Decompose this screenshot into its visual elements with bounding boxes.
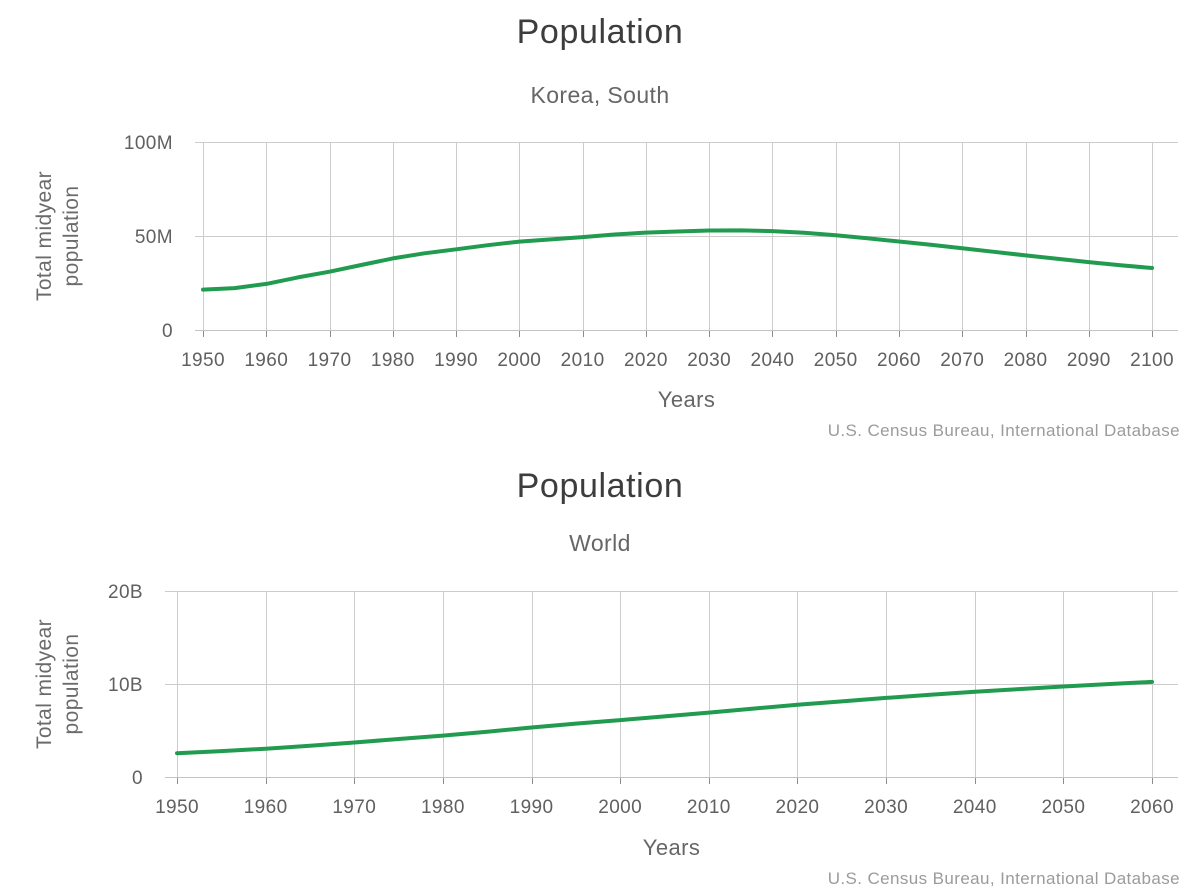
x-tick-label: 2020: [624, 350, 668, 371]
y-axis-title-line-2: population: [60, 185, 83, 287]
source-attribution: U.S. Census Bureau, International Databa…: [827, 421, 1180, 440]
x-tick-label: 2030: [864, 797, 908, 818]
x-tick-label: 1950: [181, 350, 225, 371]
x-tick-label: 1960: [244, 350, 288, 371]
x-tick-label: 2060: [877, 350, 921, 371]
x-tick-label: 1950: [155, 797, 199, 818]
series-line-world[interactable]: [175, 679, 1154, 756]
x-tick-label: 2040: [953, 797, 997, 818]
x-tick-label: 2000: [497, 350, 541, 371]
y-tick-label: 0: [132, 768, 143, 789]
chart-title: Population: [516, 13, 684, 51]
y-axis-title: Total midyear population: [31, 554, 85, 814]
x-tick-label: 1980: [371, 350, 415, 371]
y-axis-title-line-1: Total midyear: [33, 170, 56, 302]
y-axis-title-line-1: Total midyear: [33, 618, 56, 750]
x-tick-label: 2040: [750, 350, 794, 371]
x-tick-label: 2010: [687, 797, 731, 818]
population-chart-world: 0 10B 20B 1950 1960 1970 1980 1990 2000 2010 2020 2…: [0, 448, 1200, 896]
x-tick-label: 2100: [1130, 350, 1174, 371]
x-tick-label: 2030: [687, 350, 731, 371]
chart-subtitle: Korea, South: [530, 82, 670, 108]
x-tick-label: 2000: [598, 797, 642, 818]
y-axis-title: Total midyear population: [31, 106, 85, 366]
x-tick-label: 2060: [1130, 797, 1174, 818]
y-tick-label: 0: [162, 321, 173, 342]
y-axis-title-line-2: population: [60, 633, 83, 735]
x-tick-label: 2070: [940, 350, 984, 371]
x-tick-label: 1970: [332, 797, 376, 818]
x-tick-label: 1980: [421, 797, 465, 818]
source-attribution: U.S. Census Bureau, International Databa…: [827, 869, 1180, 888]
x-axis-title: Years: [657, 387, 716, 412]
y-tick-label: 10B: [108, 675, 143, 696]
x-tick-label: 2090: [1067, 350, 1111, 371]
chart-subtitle: World: [569, 530, 631, 556]
chart-title: Population: [516, 467, 684, 505]
y-tick-label: 100M: [124, 133, 173, 154]
x-tick-label: 1970: [308, 350, 352, 371]
x-tick-label: 2050: [1041, 797, 1085, 818]
x-tick-label: 1960: [244, 797, 288, 818]
y-tick-label: 50M: [135, 227, 173, 248]
x-tick-label: 2010: [561, 350, 605, 371]
x-tick-label: 1990: [434, 350, 478, 371]
y-tick-label: 20B: [108, 582, 143, 603]
series-line-korea-south[interactable]: [201, 228, 1154, 292]
x-tick-label: 1990: [510, 797, 554, 818]
x-tick-label: 2050: [814, 350, 858, 371]
population-chart-korea-south: 0 50M 100M 1950 1960 1970 1980 1990 2000 2010 2020…: [31, 13, 1180, 440]
plot-area-korea-south: 0 50M 100M 1950 1960 1970 1980 1990 2000 2010 2020…: [124, 133, 1178, 371]
x-tick-label: 2080: [1004, 350, 1048, 371]
plot-area-world: 0 10B 20B 1950 1960 1970 1980 1990 2000 2010 2020 2…: [108, 582, 1178, 818]
x-tick-label: 2020: [776, 797, 820, 818]
x-axis-title: Years: [642, 835, 701, 860]
